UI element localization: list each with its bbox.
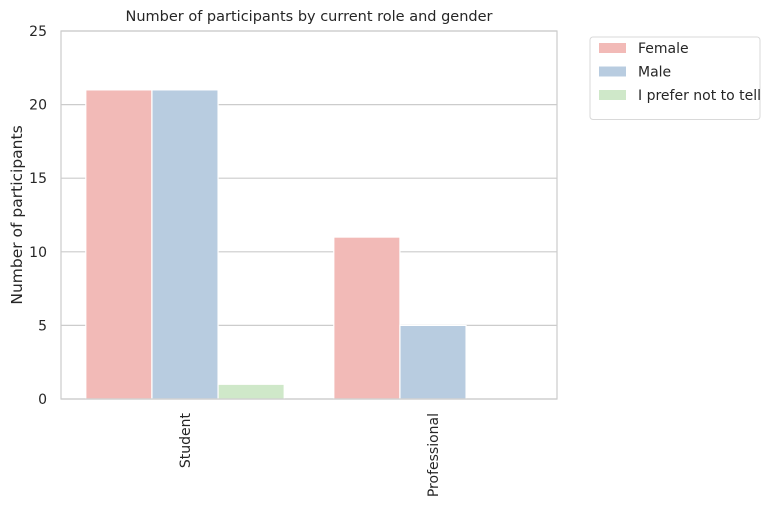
bar [151, 89, 219, 400]
y-tick-label: 0 [38, 392, 47, 408]
x-tick-label: Student [178, 413, 194, 469]
chart-title: Number of participants by current role a… [125, 9, 492, 25]
legend-label: I prefer not to tell [638, 88, 761, 104]
bar [85, 89, 153, 400]
y-tick-label: 15 [29, 171, 47, 187]
y-axis-label: Number of participants [8, 125, 26, 304]
y-tick-labels: 0 5 10 15 20 25 [29, 24, 47, 408]
bars [85, 89, 467, 400]
y-tick-label: 5 [38, 318, 47, 334]
legend-label: Male [638, 65, 671, 81]
legend-label: Female [638, 41, 689, 57]
legend-swatch [599, 66, 626, 77]
legend-frame [589, 36, 761, 120]
y-tick-label: 20 [29, 98, 47, 114]
bar [217, 383, 285, 400]
legend-swatch [599, 43, 626, 53]
bar [333, 236, 401, 400]
plot-frame [60, 30, 558, 400]
y-tick-label: 25 [29, 24, 47, 40]
y-tick-label: 10 [29, 245, 47, 261]
x-tick-labels: Student Professional [178, 413, 442, 498]
bar [399, 324, 467, 400]
legend-swatch [599, 90, 626, 100]
x-tick-label: Professional [426, 413, 442, 497]
legend: Female Male I prefer not to tell [589, 36, 761, 120]
